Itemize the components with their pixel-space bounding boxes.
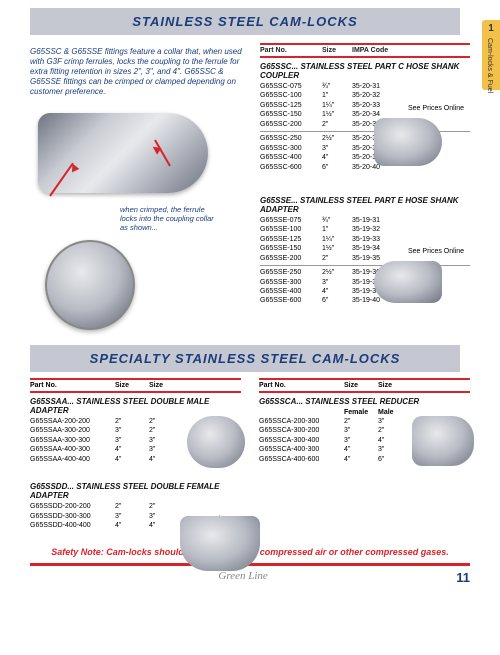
th2-s1: Size	[344, 382, 378, 389]
th-part: Part No.	[260, 47, 322, 54]
table-row: G65SSE-075¾"35-19-31	[260, 216, 470, 225]
table-row: G65SSDD-200-2002"2"	[30, 502, 241, 511]
page-number: 11	[456, 570, 470, 585]
intro-text: G65SSC & G65SSE fittings feature a colla…	[30, 43, 250, 105]
table-row: G65SSE-1251¼"35-19-33	[260, 235, 470, 244]
table-row: G65SSC-2002"35-20-35	[260, 120, 470, 129]
table-row: G65SSE-1001"35-19-32	[260, 225, 470, 234]
th-impa: IMPA Code	[352, 47, 402, 54]
section-c-title: G65SSC... STAINLESS STEEL PART C HOSE SH…	[260, 58, 470, 82]
price-note-c: See Prices Online	[408, 105, 464, 113]
product-image-aa	[187, 416, 245, 468]
bottom-section: Part No. Size Size G65SSAA... STAINLESS …	[0, 372, 500, 531]
product-image-c	[374, 118, 442, 166]
footer: Green Line 11	[0, 566, 500, 585]
callout-text: when crimped, the ferrule locks into the…	[120, 205, 220, 232]
section-dd-title: G65SSDD... STAINLESS STEEL DOUBLE FEMALE…	[30, 478, 241, 502]
sub-female: Female	[344, 409, 378, 416]
sub-male: Male	[378, 409, 412, 416]
right-column: Part No. Size IMPA Code G65SSC... STAINL…	[260, 43, 470, 335]
header-title-1: STAINLESS STEEL CAM-LOCKS	[30, 14, 460, 29]
th2-s2: Size	[378, 382, 412, 389]
header-title-2: SPECIALTY STAINLESS STEEL CAM-LOCKS	[30, 351, 460, 366]
tab-label: Cam-locks & Fuel	[486, 38, 493, 93]
table-header-aa: Part No. Size Size	[30, 378, 241, 393]
diagram: when crimped, the ferrule locks into the…	[30, 105, 250, 335]
header-bar-2: SPECIALTY STAINLESS STEEL CAM-LOCKS	[30, 345, 460, 372]
section-e-title: G65SSE... STAINLESS STEEL PART E HOSE SH…	[260, 192, 470, 216]
header-bar-1: STAINLESS STEEL CAM-LOCKS	[30, 8, 460, 35]
table-header-top: Part No. Size IMPA Code	[260, 43, 470, 58]
bottom-left-col: Part No. Size Size G65SSAA... STAINLESS …	[30, 378, 241, 531]
th2-s2: Size	[149, 382, 183, 389]
inset-circle-image	[45, 240, 135, 330]
price-note-e: See Prices Online	[408, 248, 464, 256]
tab-number: 1	[482, 20, 500, 34]
th2-s1: Size	[115, 382, 149, 389]
section-aa-title: G65SSAA... STAINLESS STEEL DOUBLE MALE A…	[30, 393, 241, 417]
left-column: G65SSC & G65SSE fittings feature a colla…	[30, 43, 250, 335]
bottom-right-col: Part No. Size Size G65SSCA... STAINLESS …	[259, 378, 470, 531]
product-image-dd	[180, 516, 260, 571]
top-section: G65SSC & G65SSE fittings feature a colla…	[0, 35, 500, 335]
coupling-image	[38, 113, 208, 193]
table-row: G65SSC-075¾"35-20-31	[260, 82, 470, 91]
table-header-ca: Part No. Size Size	[259, 378, 470, 391]
th2-part: Part No.	[30, 382, 115, 389]
table-row: G65SSC-6006"35-20-40	[260, 163, 470, 172]
product-image-e	[374, 261, 442, 303]
brand-name: Green Line	[218, 570, 267, 585]
th-size: Size	[322, 47, 352, 54]
mid-section: SPECIALTY STAINLESS STEEL CAM-LOCKS	[0, 345, 500, 372]
table-row: G65SSC-1001"35-20-32	[260, 91, 470, 100]
product-image-ca	[412, 416, 474, 466]
th2-part: Part No.	[259, 382, 344, 389]
section-e-rows: G65SSE-075¾"35-19-31G65SSE-1001"35-19-32…	[260, 216, 470, 263]
section-ca-title: G65SSCA... STAINLESS STEEL REDUCER	[259, 393, 470, 408]
side-tab: 1 Cam-locks & Fuel	[482, 20, 500, 90]
